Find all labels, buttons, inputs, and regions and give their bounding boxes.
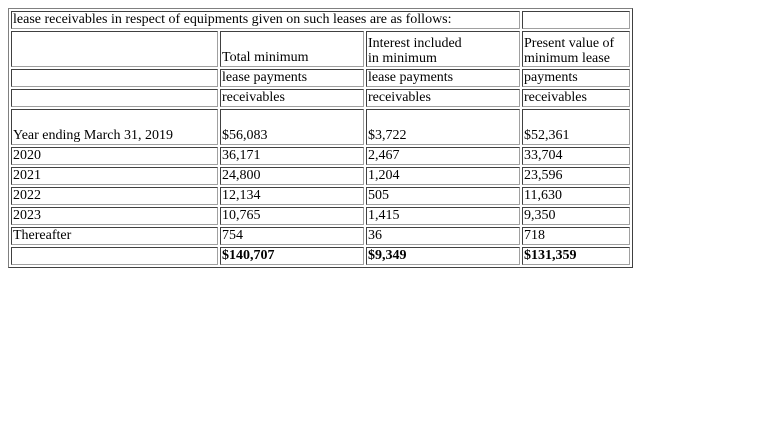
table-row: 2022 12,134 505 11,630	[11, 187, 630, 205]
empty-cell	[522, 11, 630, 29]
header-pv-line-4: receivables	[522, 89, 630, 107]
cell-interest: 36	[366, 227, 520, 245]
row-label: Year ending March 31, 2019	[11, 109, 218, 145]
empty-cell	[11, 31, 218, 67]
cell-total: 754	[220, 227, 364, 245]
header-pv-line-3: payments	[522, 69, 630, 87]
cell-total: $56,083	[220, 109, 364, 145]
header-interest-lines-1-2: Interest included in minimum	[366, 31, 520, 67]
table-row: 2021 24,800 1,204 23,596	[11, 167, 630, 185]
total-sum: $140,707	[220, 247, 364, 265]
row-label: 2021	[11, 167, 218, 185]
row-label: 2023	[11, 207, 218, 225]
cell-present-value: 11,630	[522, 187, 630, 205]
cell-present-value: 9,350	[522, 207, 630, 225]
header-row-2: lease payments lease payments payments	[11, 69, 630, 87]
cell-total: 10,765	[220, 207, 364, 225]
cell-interest: 1,204	[366, 167, 520, 185]
header-pv-line-1: Present value of	[524, 36, 615, 51]
row-label: Thereafter	[11, 227, 218, 245]
header-total-line-3: receivables	[220, 89, 364, 107]
header-pv-lines-1-2: Present value of minimum lease	[522, 31, 630, 67]
cell-interest: 505	[366, 187, 520, 205]
cell-total: 24,800	[220, 167, 364, 185]
table-row: 2020 36,171 2,467 33,704	[11, 147, 630, 165]
cell-total: 36,171	[220, 147, 364, 165]
cell-total: 12,134	[220, 187, 364, 205]
cell-interest: 2,467	[366, 147, 520, 165]
interest-sum: $9,349	[366, 247, 520, 265]
empty-cell	[11, 89, 218, 107]
lease-receivables-table: lease receivables in respect of equipmen…	[8, 8, 633, 268]
cell-present-value: $52,361	[522, 109, 630, 145]
table-row: Thereafter 754 36 718	[11, 227, 630, 245]
table-row: 2023 10,765 1,415 9,350	[11, 207, 630, 225]
intro-row: lease receivables in respect of equipmen…	[11, 11, 630, 29]
cell-interest: $3,722	[366, 109, 520, 145]
empty-cell	[11, 247, 218, 265]
header-interest-line-2: in minimum	[368, 51, 437, 66]
header-interest-line-1: Interest included	[368, 36, 462, 51]
header-interest-line-3: lease payments	[366, 69, 520, 87]
present-value-sum: $131,359	[522, 247, 630, 265]
totals-row: $140,707 $9,349 $131,359	[11, 247, 630, 265]
cell-present-value: 718	[522, 227, 630, 245]
intro-text: lease receivables in respect of equipmen…	[11, 11, 520, 29]
cell-present-value: 23,596	[522, 167, 630, 185]
table-row: Year ending March 31, 2019 $56,083 $3,72…	[11, 109, 630, 145]
empty-cell	[11, 69, 218, 87]
row-label: 2022	[11, 187, 218, 205]
cell-present-value: 33,704	[522, 147, 630, 165]
row-label: 2020	[11, 147, 218, 165]
header-total-line-2: lease payments	[220, 69, 364, 87]
header-row-1: Total minimum Interest included in minim…	[11, 31, 630, 67]
header-total-line-1: Total minimum	[220, 31, 364, 67]
lease-table-container: lease receivables in respect of equipmen…	[8, 8, 633, 268]
header-row-3: receivables receivables receivables	[11, 89, 630, 107]
cell-interest: 1,415	[366, 207, 520, 225]
header-interest-line-4: receivables	[366, 89, 520, 107]
header-pv-line-2: minimum lease	[524, 51, 610, 66]
